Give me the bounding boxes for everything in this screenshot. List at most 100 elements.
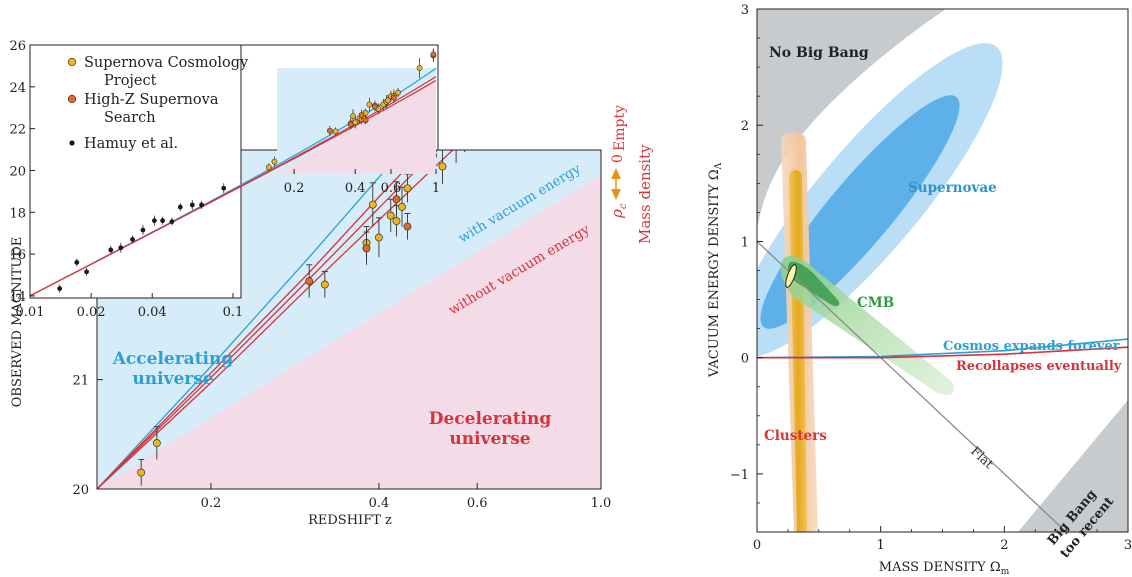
no-big-bang-region xyxy=(757,9,946,230)
right-x-tick-label: 1 xyxy=(877,538,885,553)
inset-sn-point xyxy=(265,164,272,171)
right-x-tick-label: 2 xyxy=(1000,538,1008,553)
scp-point xyxy=(386,211,395,220)
inset-y-tick-label: 26 xyxy=(9,39,26,54)
no-big-bang-label: No Big Bang xyxy=(769,45,869,61)
hamuy-point xyxy=(84,269,89,275)
legend-label-scp: Supernova Cosmology xyxy=(84,55,249,71)
rho-c-label: ρc xyxy=(608,203,629,219)
inset-x-tick-label: 0.01 xyxy=(16,305,45,320)
right-y-tick-label: −1 xyxy=(730,468,749,483)
inset-sn-point xyxy=(416,65,423,71)
hamuy-point xyxy=(189,202,195,208)
highz-point xyxy=(482,105,489,112)
scp-point xyxy=(368,200,377,209)
cmb-contour xyxy=(780,255,955,396)
inset-sn-point xyxy=(362,117,369,124)
inset-y-tick-label: 14 xyxy=(9,290,26,305)
inset-sn-point xyxy=(350,113,356,119)
right-y-axis-label: VACUUM ENERGY DENSITY ΩΛ xyxy=(707,162,724,378)
right-y-tick-label: 3 xyxy=(741,3,749,18)
supernovae-label: Supernovae xyxy=(908,180,997,196)
right-x-tick-label: 3 xyxy=(1124,538,1132,553)
clusters-label: Clusters xyxy=(764,428,827,444)
legend-label-highz-2: Search xyxy=(104,110,156,126)
inset-y-tick-label: 24 xyxy=(9,81,26,96)
inset-sn-point xyxy=(366,101,373,108)
empty-label: Empty xyxy=(612,105,628,151)
scp-point xyxy=(461,127,468,134)
hamuy-point xyxy=(74,260,80,265)
curve-empty xyxy=(97,150,425,489)
inset-curve xyxy=(29,79,437,297)
inset-sn-point xyxy=(326,127,333,134)
right-x-axis-label: MASS DENSITY Ωm xyxy=(879,560,1010,577)
right-lines xyxy=(757,240,1128,532)
scp-point xyxy=(465,119,472,126)
scp-point xyxy=(152,439,161,448)
curve-ρc xyxy=(97,150,454,489)
scp-point xyxy=(137,468,146,477)
hamuy-point xyxy=(199,202,204,208)
scp-point xyxy=(320,280,329,289)
hamuy-point xyxy=(221,185,227,191)
x-tick-label: 0.6 xyxy=(467,496,488,511)
inset-sn-point xyxy=(347,121,354,128)
legend-marker-hamuy xyxy=(69,140,75,146)
scp-point xyxy=(438,162,447,171)
expands-label: Cosmos expands forever xyxy=(943,339,1120,354)
scp-point xyxy=(493,79,500,86)
legend-label-hamuy: Hamuy et al. xyxy=(84,136,178,152)
inset-sn-point xyxy=(390,94,397,101)
x-tick-label: 1.0 xyxy=(591,496,612,511)
x-axis-label: REDSHIFT z xyxy=(308,513,392,528)
legend: Supernova Cosmology Project High-Z Super… xyxy=(67,55,249,152)
right-ticks: 0 1 2 3 −1 0 1 2 3 xyxy=(730,3,1132,553)
inset-sn-point xyxy=(395,89,401,96)
hamuy-point xyxy=(57,286,63,291)
scp-point xyxy=(392,217,401,226)
inset-y-tick-label: 22 xyxy=(9,123,26,138)
right-y-tick-label: 0 xyxy=(741,352,749,367)
decelerating-label: Decelerating xyxy=(429,409,552,429)
highz-point xyxy=(305,277,314,286)
scp-point xyxy=(474,97,481,104)
left-chart: 0.20.40.61.0202122 with vacuum energy wi… xyxy=(9,39,654,528)
inset-points xyxy=(57,48,437,293)
curve-with-vacuum-energy xyxy=(97,150,404,489)
x-tick-label: 0.2 xyxy=(201,496,222,511)
y-tick-label: 21 xyxy=(72,374,89,389)
inset-sn-point xyxy=(430,51,437,58)
y-axis-label: OBSERVED MAGNITUDE xyxy=(10,237,25,408)
recollapses-label: Recollapses eventually xyxy=(956,359,1122,374)
legend-marker-scp xyxy=(67,57,77,67)
right-x-tick-label: 0 xyxy=(753,538,761,553)
inset-x-tick-label: 0.6 xyxy=(381,181,402,196)
line-flat xyxy=(757,240,1067,532)
accelerating-label: Accelerating xyxy=(112,349,234,369)
hamuy-point xyxy=(108,247,114,253)
mass-density-arrow xyxy=(611,168,621,200)
inset-x-tick-label: 1 xyxy=(432,181,440,196)
hamuy-point xyxy=(160,218,166,224)
best-fit-marker xyxy=(785,264,797,288)
inset-x-tick-label: 0.1 xyxy=(223,305,244,320)
inset-sn-point xyxy=(371,103,378,110)
curve-without-vacuum-energy xyxy=(97,150,438,489)
x-tick-label: 0.4 xyxy=(369,496,390,511)
hamuy-point xyxy=(118,245,124,251)
hamuy-point xyxy=(140,227,146,233)
inset-sn-point xyxy=(358,112,365,118)
inset-background xyxy=(29,44,242,299)
inset-x-tick-label: 0.04 xyxy=(138,305,167,320)
right-y-tick-label: 1 xyxy=(741,235,749,250)
main-ticks: 0.20.40.61.0202122 xyxy=(72,264,611,511)
inset-sn-point xyxy=(271,158,278,165)
decelerating-label-2: universe xyxy=(449,429,530,449)
hamuy-point xyxy=(177,204,183,210)
inset-y-tick-label: 16 xyxy=(9,248,26,263)
hamuy-point xyxy=(130,237,135,242)
inset-x-tick-label: 0.02 xyxy=(77,305,106,320)
